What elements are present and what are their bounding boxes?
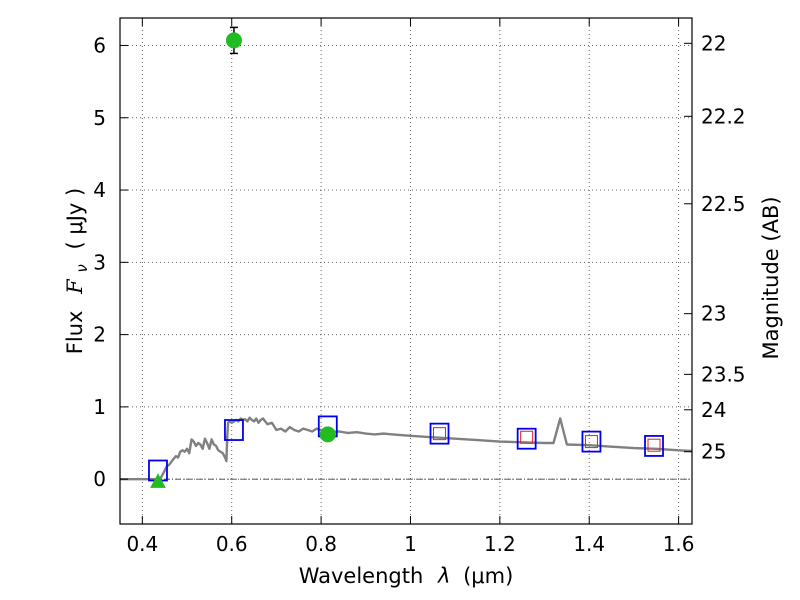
model-photometry-square bbox=[429, 422, 450, 445]
observed-model-square bbox=[433, 427, 447, 441]
y2-tick-label: 22.5 bbox=[701, 192, 746, 216]
y-axis-label: Flux F ν ( μJy ) bbox=[63, 188, 92, 354]
y2-tick-label: 22 bbox=[701, 31, 726, 55]
x-axis-label: Wavelength λ (μm) bbox=[299, 564, 514, 588]
y-tick-label: 5 bbox=[93, 106, 106, 130]
y-tick-label: 3 bbox=[93, 250, 106, 274]
y2-tick-label: 25 bbox=[701, 440, 726, 464]
y2-tick-label: 24 bbox=[701, 398, 726, 422]
plot-area bbox=[120, 26, 693, 488]
x-axis-label-prefix: Wavelength bbox=[299, 564, 424, 588]
grid bbox=[120, 18, 692, 524]
y-tick-label: 6 bbox=[93, 33, 106, 57]
upper-limit-triangle bbox=[150, 473, 166, 488]
y-axis-label-symbol: F bbox=[63, 278, 87, 295]
y2-tick-label: 23.5 bbox=[701, 362, 746, 386]
x-tick-label: 1 bbox=[404, 532, 417, 556]
model-photometry-square bbox=[581, 430, 602, 453]
x-tick-label: 0.8 bbox=[305, 532, 337, 556]
observed-flux-point bbox=[225, 32, 242, 49]
axes-frame bbox=[119, 17, 693, 525]
y2-tick-label: 23 bbox=[701, 302, 726, 326]
x-tick-label: 0.4 bbox=[126, 532, 158, 556]
x-axis-label-unit: (μm) bbox=[463, 564, 513, 588]
x-tick-label: 0.6 bbox=[216, 532, 248, 556]
model-sed-line bbox=[120, 416, 693, 481]
y-axis-label-subscript: ν bbox=[73, 264, 91, 272]
y-axis-label-prefix: Flux bbox=[63, 311, 87, 355]
observed-flux-point bbox=[319, 426, 336, 443]
y-axis-label-unit: ( μJy ) bbox=[63, 188, 87, 250]
y-tick-label: 2 bbox=[93, 323, 106, 347]
model-photometry-square bbox=[516, 427, 537, 450]
y-tick-label: 1 bbox=[93, 395, 106, 419]
observed-model-square bbox=[520, 430, 534, 444]
x-tick-label: 1.2 bbox=[484, 532, 516, 556]
x-tick-label: 1.6 bbox=[663, 532, 695, 556]
x-tick-label: 1.4 bbox=[573, 532, 605, 556]
y-tick-label: 0 bbox=[93, 467, 106, 491]
secondary-y-axis-label: Magnitude (AB) bbox=[759, 196, 783, 359]
observed-model-square bbox=[647, 438, 661, 452]
x-axis-label-symbol: λ bbox=[437, 564, 450, 588]
observed-model-square bbox=[584, 435, 598, 449]
y-tick-label: 4 bbox=[93, 178, 106, 202]
model-photometry-square bbox=[644, 435, 664, 457]
model-photometry-square bbox=[224, 419, 244, 441]
y2-tick-label: 22.2 bbox=[701, 104, 746, 128]
